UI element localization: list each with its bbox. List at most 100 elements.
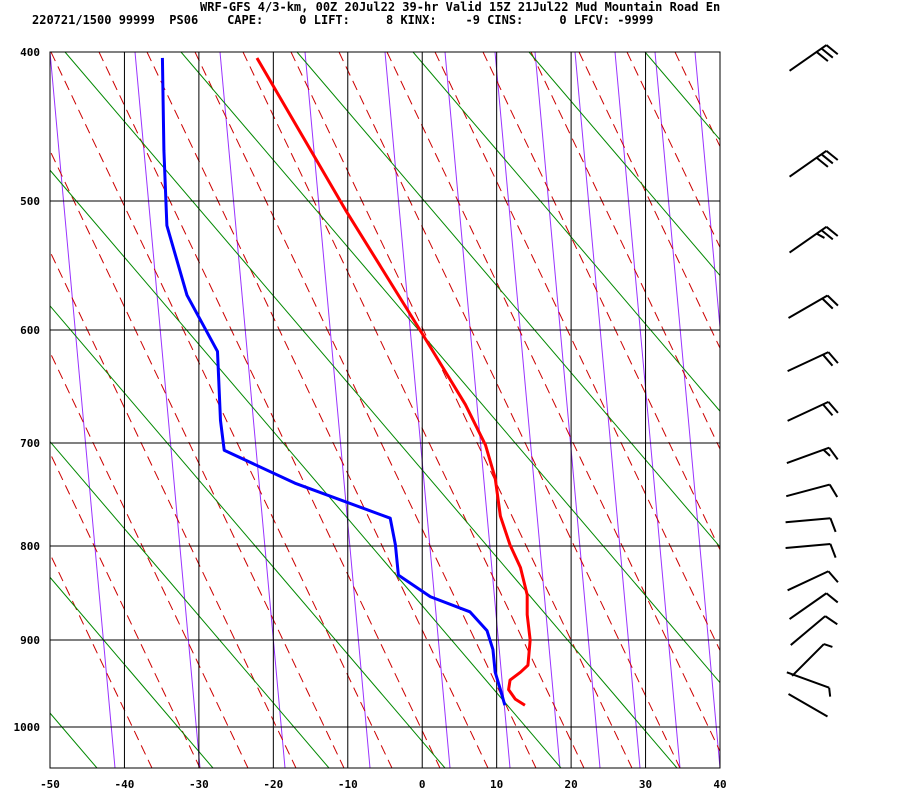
moist-adiabat-line (146, 52, 489, 768)
y-tick-label: 500 (20, 195, 40, 208)
moist-adiabat-line (434, 52, 720, 652)
moist-adiabat-line (386, 52, 720, 753)
barb-flag (829, 517, 837, 533)
x-tick-label: 30 (639, 778, 652, 791)
wind-barb (787, 400, 839, 422)
x-tick-label: -30 (189, 778, 209, 791)
y-tick-label: 1000 (14, 721, 41, 734)
barb-flag (829, 543, 837, 558)
x-tick-label: -50 (40, 778, 60, 791)
moist-adiabat-line (578, 52, 720, 350)
dewpoint-trace (160, 57, 507, 706)
mixing-ratio-line (50, 52, 116, 768)
wind-barb (788, 225, 839, 254)
moist-adiabat-line (290, 52, 633, 768)
mixing-ratio-line (614, 52, 681, 768)
mixing-ratio-line (694, 52, 720, 333)
barb-staff (788, 693, 828, 718)
x-tick-label: 10 (490, 778, 503, 791)
y-tick-label: 900 (20, 634, 40, 647)
barb-flag (825, 226, 839, 237)
dry-adiabat-line (180, 52, 720, 684)
wind-barb (790, 615, 838, 646)
wind-barb (786, 446, 839, 464)
barb-staff (786, 671, 830, 689)
x-tick-label: 0 (419, 778, 426, 791)
x-tick-label: -40 (115, 778, 135, 791)
barb-flag (820, 47, 834, 59)
wind-barb (791, 643, 833, 677)
moist-adiabat-line (626, 52, 720, 249)
barb-flag (825, 44, 839, 56)
mixing-ratio-line (654, 52, 720, 768)
x-tick-label: 40 (713, 778, 726, 791)
barb-staff (787, 570, 829, 592)
barb-staff (788, 294, 828, 319)
wind-barbs (785, 44, 839, 718)
wind-barb (787, 351, 839, 373)
wind-barb (788, 693, 828, 718)
dry-adiabat-line (644, 52, 720, 141)
barb-flag (815, 156, 829, 168)
wind-barb (785, 517, 837, 533)
mixing-ratio-line (219, 52, 286, 768)
mixing-ratio-line (384, 52, 451, 768)
barb-flag (825, 592, 839, 604)
y-tick-label: 800 (20, 540, 40, 553)
barb-flag (821, 297, 834, 310)
wind-barb (786, 671, 832, 697)
y-tick-label: 700 (20, 437, 40, 450)
mixing-ratio-line (574, 52, 641, 768)
moist-adiabat-line (530, 52, 720, 451)
barb-staff (786, 446, 830, 464)
dry-adiabat-line (50, 169, 562, 768)
barb-flag (828, 447, 839, 461)
x-tick-label: 20 (564, 778, 577, 791)
dry-adiabat-line (64, 52, 678, 768)
x-tick-label: -10 (338, 778, 358, 791)
barb-flag (824, 615, 838, 626)
background-lines (50, 52, 900, 768)
barb-flag (827, 351, 839, 364)
moist-adiabat-line (674, 52, 720, 148)
barb-staff (785, 517, 831, 524)
barb-flag (820, 153, 834, 165)
barb-flag (820, 229, 834, 241)
wind-barb (785, 543, 837, 558)
barb-staff (787, 351, 829, 373)
moist-adiabat-line (242, 52, 585, 768)
traces (160, 57, 532, 707)
barb-flag (827, 570, 839, 583)
mixing-ratio-line (304, 52, 371, 768)
mixing-ratio-line (134, 52, 201, 768)
moist-adiabat-line (50, 149, 345, 768)
moist-adiabat-line (819, 52, 900, 768)
moist-adiabat-line (338, 52, 681, 768)
moist-adiabat-line (482, 52, 720, 551)
wind-barb (788, 294, 839, 319)
dry-adiabat-line (761, 52, 900, 768)
barb-staff (788, 592, 828, 620)
barb-staff (785, 543, 831, 549)
barb-flag (822, 448, 831, 457)
barb-flag (816, 232, 825, 239)
dry-adiabat-line (412, 52, 720, 412)
mixing-ratio-line (444, 52, 511, 768)
chart-title: WRF-GFS 4/3-km, 00Z 20Jul22 39-hr Valid … (200, 0, 721, 14)
y-tick-label: 600 (20, 324, 40, 337)
temperature-trace (255, 57, 532, 707)
barb-flag (822, 403, 834, 417)
wind-barb (786, 483, 839, 498)
wind-barb (788, 592, 839, 620)
y-tick-label: 400 (20, 46, 40, 59)
barb-staff (788, 150, 828, 178)
moist-adiabat-line (50, 552, 153, 768)
dry-adiabat-line (528, 52, 720, 277)
barb-flag (828, 484, 839, 498)
x-tick-label: -20 (263, 778, 283, 791)
grid (49, 51, 721, 769)
dry-adiabat-line (296, 52, 720, 548)
barb-flag (826, 294, 839, 307)
barb-flag (827, 401, 839, 414)
